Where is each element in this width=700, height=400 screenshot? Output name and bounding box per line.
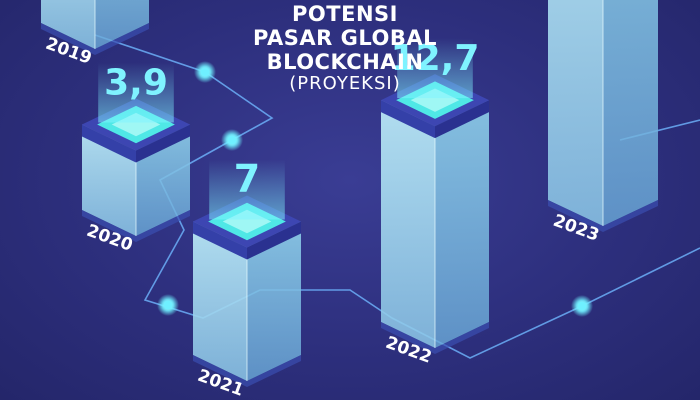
bar-2019 [41,0,149,55]
connector-nodes [157,61,593,317]
bar-face-left [41,0,95,49]
title-line-3: (PROYEKSI) [289,73,401,95]
bar-2020 [82,62,190,242]
bar-face-right [247,221,301,381]
connector-node [227,135,237,145]
bar-base [82,210,190,242]
bar-top-core [410,88,460,112]
bar-cap-right [136,124,190,163]
bar-face-left [548,0,603,226]
connector-node [200,67,210,77]
bar-2022 [381,38,489,354]
bar-base [41,23,149,55]
connector-node [163,300,173,310]
chart-title: POTENSI PASAR GLOBAL BLOCKCHAIN (PROYEKS… [180,2,510,95]
bar-2023 [548,0,658,232]
value-label-2022: 12,7 [391,38,480,79]
bar-face-left [381,100,435,349]
bar-base [381,322,489,354]
bar-base [193,355,301,387]
value-label-2021: 7 [234,157,260,201]
connector-node [577,301,587,311]
bar-glow [397,38,473,99]
bar-top-core [222,209,272,234]
bar-face-left [193,221,247,381]
bar-cap-left [381,100,435,139]
value-label-2020: 3,9 [104,63,168,104]
bar-cap-left [82,124,136,163]
bar-face-right [95,0,149,49]
title-line-1: POTENSI [292,2,398,26]
bar-glow [98,62,174,123]
bar-cap-left [193,221,247,260]
bar-face-right [435,100,489,349]
bar-cap-right [435,100,489,139]
bar-base [548,200,658,232]
title-line-2: PASAR GLOBAL BLOCKCHAIN [253,26,437,75]
bar-cap-right [247,221,301,260]
bar-face-right [603,0,658,226]
bar-2021 [193,159,301,387]
bar-glow [209,159,285,220]
bars-group [41,0,658,387]
